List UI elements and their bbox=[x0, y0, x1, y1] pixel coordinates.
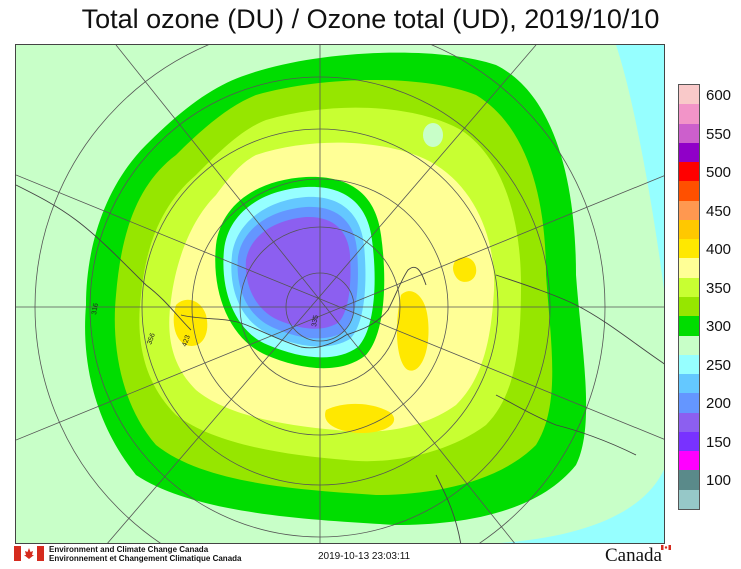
legend-swatch bbox=[679, 335, 699, 356]
ozone-patch-425-south bbox=[325, 403, 395, 433]
legend-label: 500 bbox=[706, 164, 732, 182]
legend-label: 150 bbox=[706, 433, 732, 451]
coastline-east bbox=[495, 274, 664, 365]
coastline-south bbox=[435, 474, 462, 543]
legend-swatch bbox=[679, 200, 699, 221]
legend-swatch bbox=[679, 451, 699, 471]
color-legend: 600 550 500 450 400 350 300 250 200 150 100 bbox=[678, 84, 738, 512]
ozone-patch-425-east bbox=[396, 291, 429, 371]
legend-swatch bbox=[679, 431, 699, 452]
legend-label: 350 bbox=[706, 279, 732, 297]
agency-name-en: Environment and Climate Change Canada bbox=[49, 545, 209, 554]
legend-swatch bbox=[679, 239, 699, 259]
legend-label: 200 bbox=[706, 395, 732, 413]
legend-swatch bbox=[679, 142, 699, 163]
meridian-line bbox=[107, 45, 537, 543]
contour-label: 356 bbox=[146, 332, 157, 345]
coastlines bbox=[16, 184, 664, 543]
footer: Environment and Climate Change Canada En… bbox=[0, 545, 741, 569]
agency-name-fr: Environnement et Changement Climatique C… bbox=[49, 554, 242, 563]
legend-swatch bbox=[679, 374, 699, 394]
color-legend-bar bbox=[678, 84, 700, 510]
wordmark-flag-icon bbox=[661, 545, 671, 550]
map-title: Total ozone (DU) / Ozone total (UD), 201… bbox=[81, 4, 660, 34]
legend-swatch bbox=[679, 470, 699, 491]
coastline-west bbox=[16, 184, 192, 331]
contour-label: 335 bbox=[311, 315, 320, 328]
legend-swatch bbox=[679, 162, 699, 182]
legend-swatch bbox=[679, 104, 699, 125]
meridian-line bbox=[16, 175, 664, 441]
contour-label: 423 bbox=[181, 334, 192, 347]
legend-swatch bbox=[679, 354, 699, 375]
agency-name: Environment and Climate Change Canada En… bbox=[49, 545, 241, 563]
legend-swatch bbox=[679, 219, 699, 240]
ozone-map: 316 356 423 335 bbox=[15, 44, 665, 544]
graticule bbox=[16, 45, 664, 543]
legend-label: 600 bbox=[706, 87, 732, 104]
meridian-line bbox=[115, 45, 515, 543]
legend-swatch bbox=[679, 489, 699, 510]
contour-label: 316 bbox=[91, 303, 100, 316]
legend-label: 450 bbox=[706, 202, 732, 220]
ozone-patch-425-west bbox=[173, 299, 208, 346]
ozone-map-canvas: 316 356 423 335 bbox=[16, 45, 664, 543]
legend-swatch bbox=[679, 297, 699, 317]
legend-label: 400 bbox=[706, 241, 732, 259]
ozone-spot-northeast bbox=[423, 123, 443, 147]
antarctica-coastline bbox=[180, 266, 427, 349]
legend-swatch bbox=[679, 412, 699, 433]
ozone-patch-425-north bbox=[453, 257, 477, 282]
timestamp: 2019-10-13 23:03:11 bbox=[318, 551, 411, 562]
canada-flag-icon bbox=[14, 546, 44, 561]
legend-label: 550 bbox=[706, 125, 732, 143]
legend-swatch bbox=[679, 85, 699, 105]
legend-swatch bbox=[679, 181, 699, 202]
legend-swatch bbox=[679, 123, 699, 144]
legend-label: 100 bbox=[706, 472, 732, 490]
canada-wordmark: Canada bbox=[605, 545, 662, 566]
legend-label: 300 bbox=[706, 318, 732, 336]
legend-swatch bbox=[679, 277, 699, 298]
legend-label: 250 bbox=[706, 356, 732, 374]
legend-swatch bbox=[679, 258, 699, 279]
coastline-southeast bbox=[495, 394, 637, 456]
legend-swatch bbox=[679, 393, 699, 414]
legend-swatch bbox=[679, 316, 699, 337]
